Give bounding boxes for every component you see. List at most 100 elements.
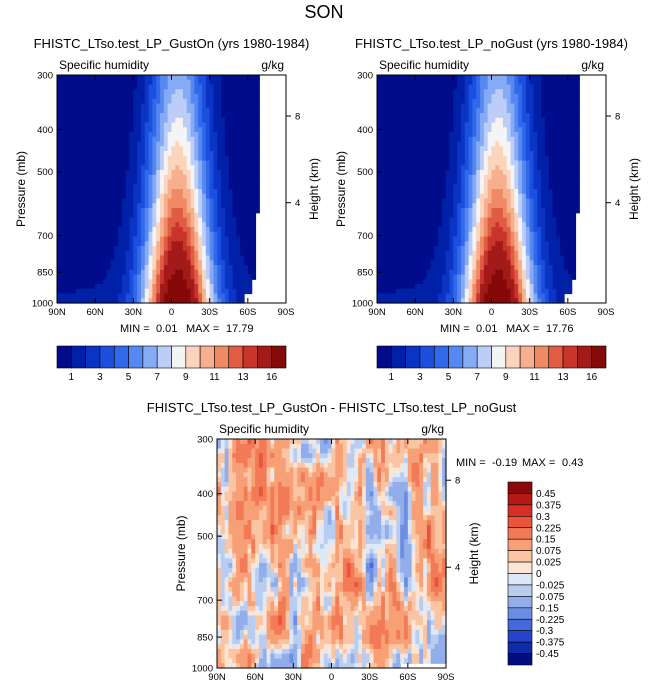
field-cell (140, 113, 146, 119)
field-cell (377, 151, 382, 157)
field-cell (236, 94, 241, 100)
field-cell (175, 227, 180, 233)
field-cell (186, 184, 192, 190)
field-cell (476, 203, 481, 209)
field-cell (552, 79, 557, 86)
field-cell (480, 236, 485, 242)
field-cell (377, 108, 382, 114)
field-cell (68, 94, 73, 100)
field-cell (95, 184, 100, 190)
field-cell (548, 141, 554, 147)
field-cell (118, 103, 123, 109)
field-cell (495, 288, 500, 295)
field-cell (137, 203, 142, 209)
field-cell (430, 189, 435, 195)
field-cell (179, 227, 184, 233)
field-cell (98, 75, 104, 81)
field-cell (438, 222, 443, 228)
field-cell (502, 155, 508, 162)
field-cell (377, 222, 382, 228)
field-cell (552, 127, 557, 133)
field-cell (564, 75, 569, 81)
field-cell (91, 250, 96, 257)
field-cell (468, 293, 474, 299)
field-cell (457, 155, 462, 162)
field-cell (140, 94, 146, 100)
field-cell (76, 165, 81, 171)
field-cell (487, 189, 493, 195)
field-cell (57, 293, 62, 299)
field-cell (247, 79, 253, 86)
field-cell (140, 103, 146, 109)
field-cell (118, 141, 123, 147)
field-cell (441, 151, 447, 157)
field-cell (453, 208, 458, 214)
field-cell (194, 89, 199, 95)
field-cell (251, 98, 257, 105)
field-cell (537, 246, 542, 252)
field-cell (499, 127, 504, 133)
field-cell (228, 203, 234, 209)
field-cell (125, 103, 131, 109)
field-cell (472, 255, 477, 261)
field-cell (110, 227, 115, 233)
field-cell (79, 136, 85, 143)
field-cell (422, 170, 428, 176)
field-cell (529, 132, 535, 138)
field-cell (148, 184, 154, 190)
field-cell (472, 113, 477, 119)
field-cell (125, 170, 131, 176)
field-cell (224, 160, 230, 166)
field-cell (415, 193, 420, 200)
field-cell (87, 179, 92, 185)
field-cell (392, 94, 397, 100)
field-cell (399, 250, 405, 257)
field-cell (160, 260, 165, 266)
field-cell (430, 103, 435, 109)
field-cell (403, 117, 409, 124)
field-cell (495, 174, 500, 181)
field-cell (179, 217, 184, 223)
field-cell (426, 170, 432, 176)
field-cell (205, 103, 211, 109)
field-cell (186, 198, 192, 204)
field-cell (399, 75, 405, 81)
field-cell (411, 250, 416, 257)
field-cell (522, 298, 527, 304)
field-cell (380, 103, 386, 109)
field-cell (83, 189, 89, 195)
field-cell (418, 269, 424, 276)
field-cell (457, 241, 462, 247)
field-cell (518, 122, 523, 128)
field-cell (472, 132, 477, 138)
field-cell (224, 293, 230, 299)
field-cell (460, 193, 466, 200)
field-cell (468, 236, 474, 242)
field-cell (236, 227, 241, 233)
field-cell (186, 231, 192, 238)
field-cell (430, 155, 435, 162)
field-cell (68, 222, 73, 228)
field-cell (380, 284, 386, 290)
field-cell (418, 127, 424, 133)
field-cell (480, 94, 485, 100)
field-cell (495, 127, 500, 133)
field-cell (525, 265, 531, 271)
field-cell (205, 94, 211, 100)
field-cell (87, 155, 92, 162)
field-cell (106, 284, 112, 290)
field-cell (525, 103, 531, 109)
field-cell (114, 269, 119, 276)
field-cell (399, 298, 405, 304)
field-cell (453, 255, 458, 261)
field-cell (221, 208, 226, 214)
field-cell (396, 155, 401, 162)
field-cell (114, 208, 119, 214)
field-cell (502, 89, 508, 95)
field-cell (449, 198, 454, 204)
field-cell (460, 212, 466, 219)
field-cell (430, 227, 435, 233)
field-cell (380, 136, 386, 143)
field-cell (244, 208, 249, 214)
field-cell (125, 298, 131, 304)
